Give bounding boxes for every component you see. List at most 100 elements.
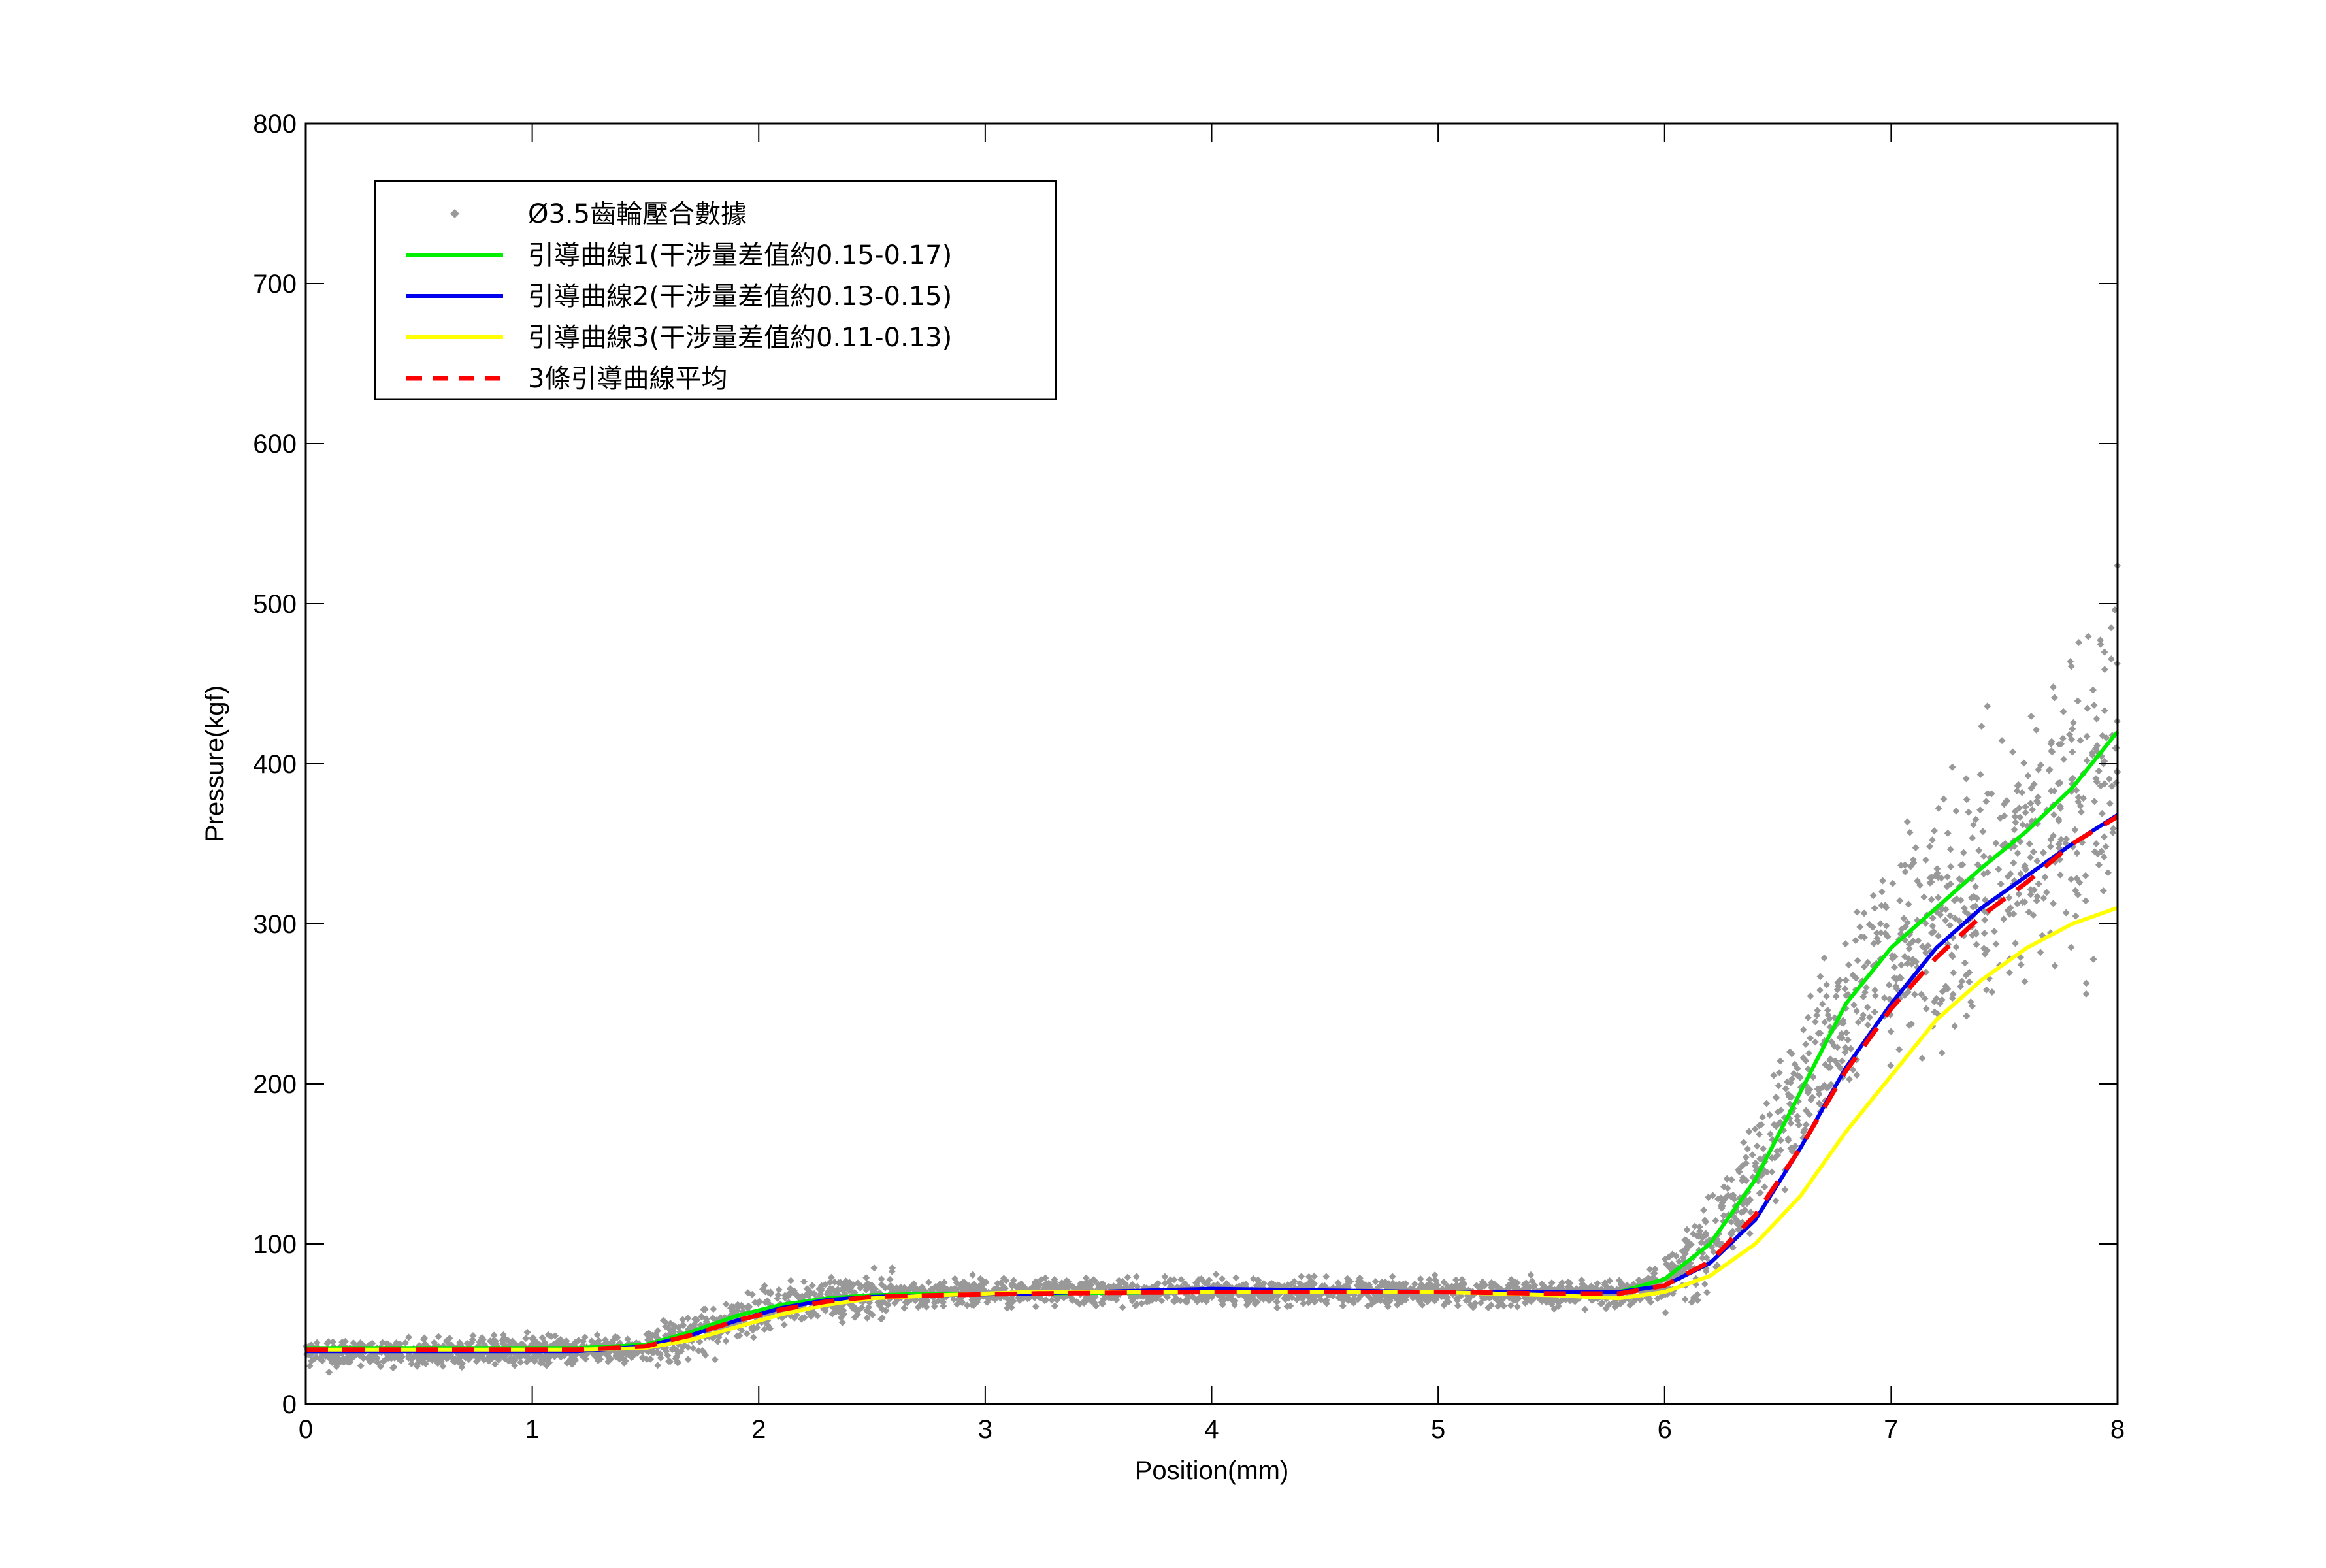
scatter-point [2012,819,2020,826]
scatter-point [1765,1111,1773,1119]
scatter-point [1969,834,1976,842]
scatter-point [2040,894,2048,902]
scatter-point [2033,892,2041,900]
scatter-point [1788,1050,1795,1058]
scatter-point [851,1314,859,1322]
scatter-point [2050,832,2057,840]
scatter-point [2010,859,2018,867]
scatter-point [1789,1145,1797,1153]
scatter-point [2076,802,2084,810]
scatter-point [1389,1283,1397,1291]
scatter-point [1201,1279,1209,1286]
scatter-point [1860,909,1868,917]
scatter-point [1527,1271,1535,1279]
scatter-point [1249,1275,1257,1282]
scatter-point [1811,1038,1819,1046]
scatter-point [2040,849,2048,857]
scatter-point [1739,1173,1747,1181]
scatter-point [1443,1294,1451,1301]
scatter-point [1748,1151,1756,1159]
scatter-point [1943,883,1951,890]
scatter-point [1942,917,1950,924]
scatter-point [906,1284,914,1292]
scatter-point [1746,1196,1754,1203]
scatter-point [1858,933,1865,941]
y-axis-label: Pressure(kgf) [201,685,229,842]
scatter-point [1885,981,1893,989]
scatter-point [950,1296,958,1303]
scatter-point [2069,719,2077,727]
scatter-point [862,1274,870,1282]
scatter-point [1767,1130,1775,1138]
scatter-point [1751,1162,1759,1170]
scatter-point [1116,1283,1124,1291]
scatter-point [1918,943,1926,951]
scatter-point [1832,992,1840,1000]
scatter-point [434,1333,442,1341]
scatter-point [1906,828,1914,836]
scatter-point [1100,1295,1107,1303]
scatter-point [1760,1145,1767,1152]
scatter-point [2089,686,2097,694]
scatter-point [1528,1277,1536,1285]
scatter-point [1720,1197,1728,1205]
scatter-point [766,1289,774,1297]
scatter-point [662,1322,670,1330]
scatter-point [1854,1019,1862,1026]
scatter-point [1448,1282,1456,1290]
scatter-point [357,1362,365,1369]
scatter-point [780,1321,788,1329]
scatter-point [1946,921,1954,929]
scatter-point [1759,1113,1767,1121]
scatter-point [458,1360,466,1367]
scatter-point [870,1264,878,1272]
scatter-point [1965,968,1973,976]
scatter-point [1973,941,1980,949]
scatter-point [925,1279,932,1286]
scatter-point [2099,887,2107,895]
scatter-point [521,1352,529,1360]
scatter-point [1918,1054,1926,1062]
scatter-point [893,1284,900,1292]
scatter-point [1816,973,1824,981]
scatter-point [523,1328,531,1336]
scatter-point [469,1331,477,1339]
scatter-point [1950,969,1957,977]
scatter-point [1040,1284,1048,1292]
scatter-point [2106,800,2114,808]
scatter-point [1936,1000,1944,1007]
scatter-point [1799,1026,1807,1034]
scatter-point [1417,1275,1424,1282]
scatter-point [495,1353,502,1361]
scatter-point [1231,1297,1239,1305]
scatter-point [1963,796,1971,804]
scatter-point [970,1301,977,1309]
scatter-point [976,1285,984,1293]
scatter-point [1166,1276,1174,1284]
scatter-point [2104,869,2112,877]
scatter-point [1869,892,1877,900]
scatter-point [2029,911,2037,919]
scatter-point [374,1358,382,1366]
scatter-point [1859,1011,1867,1019]
scatter-point [969,1271,977,1279]
scatter-point [2015,804,2023,812]
scatter-point [328,1358,336,1366]
scatter-point [1804,1013,1812,1021]
scatter-point [1224,1281,1232,1289]
scatter-point [1673,1252,1680,1260]
scatter-point [1738,1162,1746,1170]
scatter-point [1119,1277,1126,1285]
scatter-point [1173,1296,1181,1303]
scatter-point [2022,866,2030,874]
scatter-point [1821,1018,1829,1026]
scatter-point [1310,1272,1318,1280]
scatter-point [338,1339,346,1347]
scatter-point [1922,919,1929,927]
scatter-point [1440,1301,1448,1309]
scatter-point [2017,870,2025,877]
scatter-point [1841,1044,1849,1052]
scatter-point [1887,1028,1895,1036]
scatter-point [1871,904,1878,912]
scatter-point [1918,990,1925,998]
